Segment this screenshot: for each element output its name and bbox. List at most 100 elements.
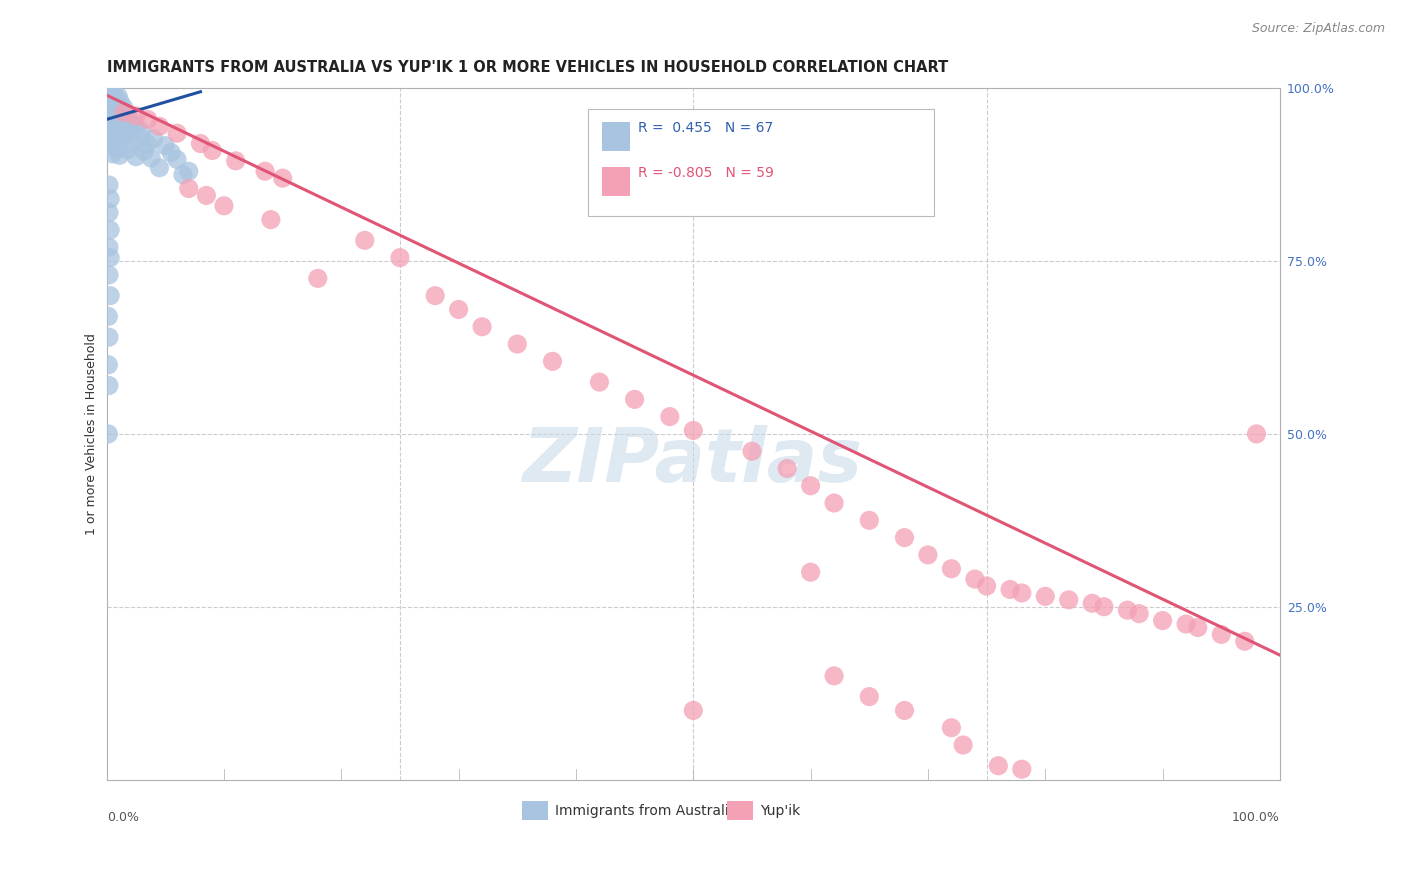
Point xyxy=(800,565,823,579)
Point xyxy=(976,579,998,593)
Point xyxy=(104,128,127,142)
Point xyxy=(741,444,763,458)
Point xyxy=(388,251,411,265)
Point xyxy=(117,143,139,157)
Point xyxy=(141,151,163,165)
Point xyxy=(101,147,124,161)
Point xyxy=(97,85,120,99)
Point xyxy=(1081,596,1104,610)
Point xyxy=(101,87,124,102)
Point xyxy=(823,669,845,683)
Point xyxy=(195,188,218,202)
Point xyxy=(1011,762,1033,776)
Point xyxy=(136,137,159,152)
FancyBboxPatch shape xyxy=(602,167,630,196)
Text: 100.0%: 100.0% xyxy=(1232,811,1279,823)
Point xyxy=(858,513,880,527)
Point xyxy=(1011,586,1033,600)
Y-axis label: 1 or more Vehicles in Household: 1 or more Vehicles in Household xyxy=(86,333,98,535)
FancyBboxPatch shape xyxy=(727,801,754,821)
Point xyxy=(952,738,974,752)
Point xyxy=(1152,614,1174,628)
Point xyxy=(917,548,939,562)
Point xyxy=(1057,592,1080,607)
Point xyxy=(108,148,131,162)
Point xyxy=(111,112,134,127)
Point xyxy=(98,103,121,117)
Point xyxy=(120,113,142,128)
Point xyxy=(105,95,128,109)
Point xyxy=(987,758,1010,772)
Point xyxy=(172,168,194,182)
Point xyxy=(101,98,124,112)
Point xyxy=(142,132,165,146)
Point xyxy=(98,126,121,140)
Point xyxy=(1211,627,1233,641)
Text: Yup'ik: Yup'ik xyxy=(761,804,800,818)
Point xyxy=(107,122,129,136)
Point xyxy=(941,721,963,735)
Point xyxy=(98,192,121,206)
Point xyxy=(98,97,121,112)
Point xyxy=(1175,617,1198,632)
Point xyxy=(121,136,143,150)
Point xyxy=(682,703,704,717)
Point xyxy=(98,86,121,100)
Point xyxy=(307,271,329,285)
Point xyxy=(108,107,131,121)
Point xyxy=(506,337,529,351)
Point xyxy=(541,354,564,368)
Point xyxy=(1033,590,1056,604)
Point xyxy=(941,562,963,576)
Point xyxy=(128,130,150,145)
Point xyxy=(271,171,294,186)
Point xyxy=(800,479,823,493)
Point xyxy=(103,133,125,147)
Point xyxy=(110,135,132,149)
Point xyxy=(101,120,124,135)
Point xyxy=(107,89,129,103)
Point xyxy=(447,302,470,317)
Text: R = -0.805   N = 59: R = -0.805 N = 59 xyxy=(638,166,775,179)
Point xyxy=(166,126,188,140)
Point xyxy=(103,111,125,125)
Point xyxy=(114,118,136,132)
Point xyxy=(125,150,148,164)
Point xyxy=(177,164,200,178)
Point xyxy=(225,153,247,168)
Point xyxy=(471,319,494,334)
Point xyxy=(776,461,799,475)
Point xyxy=(112,101,135,115)
Text: Immigrants from Australia: Immigrants from Australia xyxy=(555,804,737,818)
Point xyxy=(353,233,375,247)
Point xyxy=(858,690,880,704)
Point xyxy=(148,161,170,175)
Point xyxy=(98,90,121,104)
Point xyxy=(100,140,122,154)
Point xyxy=(148,120,170,134)
Point xyxy=(253,164,276,178)
Point xyxy=(105,141,128,155)
Point xyxy=(98,110,121,124)
Point xyxy=(588,375,610,389)
Point xyxy=(963,572,986,586)
Text: R =  0.455   N = 67: R = 0.455 N = 67 xyxy=(638,120,773,135)
Point xyxy=(110,95,132,110)
Point xyxy=(103,93,125,107)
Point xyxy=(1128,607,1150,621)
Text: ZIPatlas: ZIPatlas xyxy=(523,425,863,498)
Point xyxy=(125,109,148,123)
Point xyxy=(98,251,121,265)
Point xyxy=(201,144,224,158)
Point xyxy=(260,212,283,227)
Point xyxy=(112,128,135,143)
Point xyxy=(105,116,128,130)
Point xyxy=(117,108,139,122)
Point xyxy=(1246,426,1268,441)
Point xyxy=(105,100,128,114)
Point xyxy=(98,330,121,344)
Point xyxy=(98,378,121,392)
Point xyxy=(155,138,177,153)
Point xyxy=(177,181,200,195)
Point xyxy=(136,112,159,127)
